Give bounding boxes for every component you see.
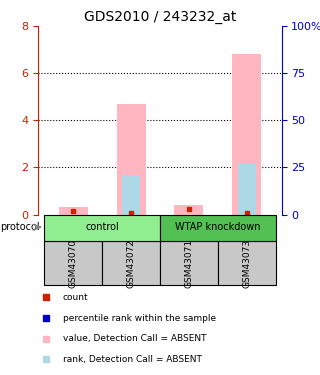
Bar [174,205,204,214]
Text: GSM43072: GSM43072 [126,239,136,288]
FancyBboxPatch shape [44,242,102,285]
Text: control: control [85,222,119,232]
FancyBboxPatch shape [160,242,218,285]
Text: value, Detection Call = ABSENT: value, Detection Call = ABSENT [63,334,206,343]
Text: percentile rank within the sample: percentile rank within the sample [63,314,216,322]
Text: WTAP knockdown: WTAP knockdown [175,222,261,232]
Bar [122,174,140,214]
Text: rank, Detection Call = ABSENT: rank, Detection Call = ABSENT [63,355,202,364]
FancyBboxPatch shape [218,242,276,285]
FancyBboxPatch shape [160,214,276,241]
Text: GSM43073: GSM43073 [242,238,251,288]
FancyBboxPatch shape [102,242,160,285]
FancyBboxPatch shape [44,214,160,241]
Text: protocol: protocol [0,222,40,232]
Bar [59,207,88,214]
Title: GDS2010 / 243232_at: GDS2010 / 243232_at [84,10,236,24]
Bar [238,163,256,214]
Text: GSM43071: GSM43071 [184,238,194,288]
Text: count: count [63,293,88,302]
Text: GSM43070: GSM43070 [69,238,78,288]
Bar [116,104,146,214]
Bar [232,54,261,214]
